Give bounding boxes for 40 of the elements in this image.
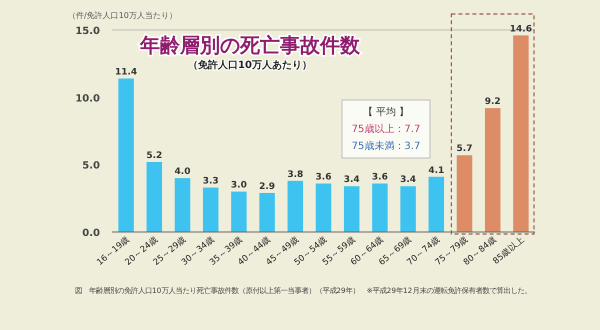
text: （免許人口10万人あたり） [188,59,312,71]
y-tick-label: 10.0 [75,93,100,104]
bar [344,186,360,232]
bar [428,176,444,232]
bar [202,188,218,232]
bar [231,192,247,232]
bar [484,108,500,232]
data-label: 3.4 [344,175,360,186]
data-label: 3.3 [202,176,219,187]
bar [146,162,162,232]
annotation: 75歳以上：7.7 [352,123,420,135]
bar [513,35,529,232]
data-label: 3.0 [230,180,247,191]
y-tick-label: 0.0 [82,228,100,239]
bar [456,155,472,232]
bar [316,184,332,232]
data-label: 5.2 [146,150,162,161]
data-label: 2.9 [259,182,276,192]
bar [288,180,304,232]
chart-title: 年齢層別の死亡事故件数 [139,33,361,57]
data-label: 3.6 [372,172,388,183]
data-label: 5.7 [456,144,472,154]
data-label: 3.4 [400,175,416,186]
data-label: 3.6 [316,172,332,183]
data-label: 11.4 [114,67,138,78]
data-label: 3.8 [287,170,304,180]
annotation: 【 平均 】 [362,106,410,118]
y-axis-title: （件/免許人口10万人当たり） [68,11,177,20]
y-tick-label: 15.0 [75,26,100,37]
data-label: 14.6 [510,24,532,34]
data-label: 9.2 [484,97,501,108]
bar [118,78,134,232]
bar [174,178,190,232]
annotation: 75歳未満：3.7 [352,140,420,152]
bar [372,184,388,232]
bar [400,186,416,232]
data-label: 4.1 [428,166,444,176]
data-label: 4.0 [174,167,190,178]
bar [259,192,275,232]
y-tick-label: 5.0 [82,160,100,172]
